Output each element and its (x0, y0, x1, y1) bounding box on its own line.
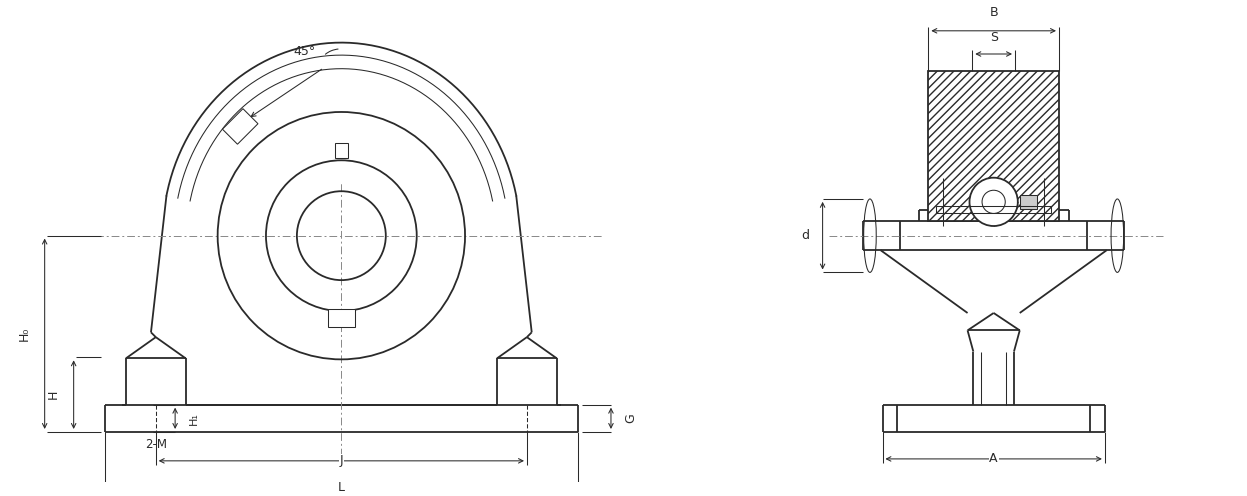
Text: L: L (338, 482, 345, 495)
Bar (936, 206, 1051, 213)
Bar (335, 143, 348, 158)
Polygon shape (222, 109, 258, 144)
Text: S: S (990, 31, 998, 44)
Text: d: d (801, 229, 809, 242)
Text: G: G (625, 414, 637, 423)
Text: 45°: 45° (293, 45, 315, 58)
Bar (1020, 195, 1038, 209)
Bar (929, 71, 1059, 221)
Circle shape (969, 178, 1018, 226)
Text: H: H (47, 390, 60, 399)
Text: 2-M: 2-M (145, 437, 167, 451)
Text: H₁: H₁ (188, 412, 198, 425)
Text: A: A (989, 452, 998, 465)
Text: B: B (989, 6, 998, 19)
Text: H₀: H₀ (19, 327, 31, 341)
Bar (328, 309, 355, 326)
Text: J: J (339, 454, 343, 467)
